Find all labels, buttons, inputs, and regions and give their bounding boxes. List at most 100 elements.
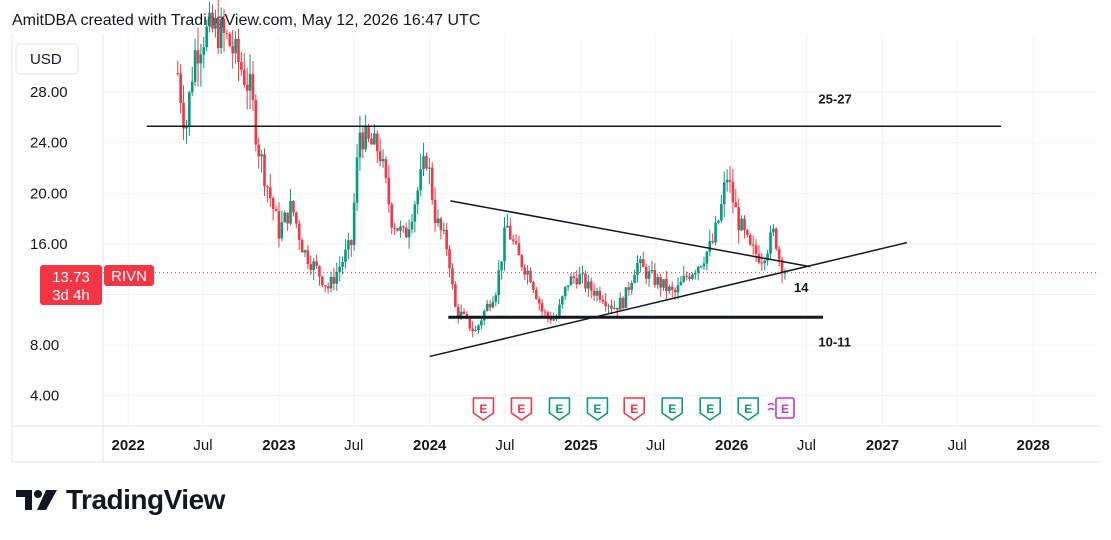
earnings-marker[interactable]: E	[623, 397, 645, 421]
price-tick-label: 28.00	[30, 84, 68, 101]
candle-body	[644, 267, 648, 279]
candle-body	[754, 245, 758, 254]
candle-body	[780, 259, 784, 273]
candle-body	[566, 285, 570, 287]
earnings-marker-shape	[661, 397, 683, 421]
candle-body	[185, 125, 188, 129]
candle-body	[685, 275, 688, 277]
earnings-marker[interactable]: E	[472, 397, 495, 421]
candle-body	[381, 159, 385, 162]
axis-lines	[11, 34, 1100, 463]
earnings-marker[interactable]: E	[767, 397, 795, 419]
candle-body	[627, 287, 631, 290]
label-25-27: 25-27	[818, 92, 851, 107]
candle-body	[532, 282, 535, 290]
time-tick-label: Jul	[344, 437, 363, 454]
candle-body	[401, 226, 405, 228]
earnings-marker[interactable]: E	[699, 397, 722, 421]
candle-body	[558, 304, 561, 318]
candle-body	[717, 220, 720, 223]
candle-body	[442, 229, 446, 231]
countdown-value: 3d 4h	[52, 287, 90, 304]
candle-body	[370, 138, 373, 145]
time-tick-label: Jul	[646, 437, 665, 454]
earnings-marker[interactable]: E	[510, 397, 533, 421]
earnings-marker[interactable]: E	[548, 397, 571, 421]
candle-body	[251, 74, 255, 100]
candle-body	[378, 151, 382, 162]
candle-body	[494, 295, 498, 302]
candle-body	[621, 297, 625, 309]
candle-body	[295, 212, 298, 224]
candle-body	[254, 99, 258, 145]
candle-body	[725, 179, 729, 183]
earnings-marker-shape	[586, 397, 609, 421]
candle-body	[731, 181, 735, 203]
symbol-badge	[104, 265, 154, 286]
candle-body	[575, 278, 579, 285]
candle-body	[529, 270, 532, 283]
candle-body	[471, 328, 474, 332]
candle-body	[633, 274, 636, 283]
price-axis[interactable]: 28.00 24.00 20.00 16.00 8.00 4.00	[30, 84, 68, 404]
candle-body	[537, 298, 541, 304]
candle-body	[615, 307, 619, 310]
candle-body	[474, 330, 477, 332]
earnings-marker[interactable]: E	[661, 397, 683, 421]
earnings-marker-shape	[472, 397, 495, 421]
price-tick-label: 4.00	[30, 388, 59, 405]
earnings-marker-shape	[699, 397, 722, 421]
candle-body	[338, 266, 341, 272]
candle-body	[439, 218, 443, 231]
time-axis[interactable]: 2022 Jul 2023 Jul 2024 Jul 2025 Jul 2026 Jul 2027 J…	[112, 437, 1050, 454]
candle-body	[387, 177, 391, 205]
candle-body	[234, 38, 237, 54]
candle-body	[315, 261, 318, 267]
earnings-marker-shape	[775, 397, 795, 419]
candle-body	[445, 229, 448, 250]
candle-body	[263, 154, 266, 187]
candle-body	[257, 144, 261, 157]
candle-body	[691, 274, 694, 279]
candle-body	[430, 167, 434, 200]
candle-body	[271, 198, 275, 210]
candle-body	[448, 249, 451, 269]
ascending-trendline	[429, 241, 907, 358]
candle-body	[240, 61, 243, 70]
candle-body	[488, 303, 492, 308]
candle-body	[514, 241, 518, 244]
candle-body	[231, 46, 235, 54]
candle-body	[766, 253, 769, 261]
candle-body	[318, 266, 321, 277]
candle-body	[659, 277, 662, 288]
candle-body	[578, 274, 581, 285]
candle-body	[280, 222, 284, 239]
earnings-marker-label: E	[781, 402, 789, 416]
candle-body	[211, 12, 214, 29]
candle-body	[355, 157, 359, 203]
candle-body	[694, 272, 697, 275]
candle-body	[720, 204, 723, 221]
candle-body	[540, 303, 544, 312]
tradingview-logo: TradingView	[16, 484, 225, 516]
candle-body	[746, 230, 749, 235]
candle-body	[520, 255, 524, 268]
candle-body	[728, 179, 732, 182]
earnings-marker[interactable]: E	[737, 397, 760, 421]
candle-body	[196, 50, 200, 64]
candle-body	[292, 200, 295, 213]
symbol-label: RIVN	[111, 268, 147, 285]
candle-body	[592, 290, 596, 296]
time-tick-label: 2023	[262, 437, 295, 454]
candle-body	[561, 296, 564, 305]
candle-body	[508, 225, 512, 240]
price-badges: USD 13.73 3d 4h RIVN	[15, 43, 154, 305]
candle-body	[237, 38, 240, 62]
candle-body	[604, 301, 607, 307]
candle-body	[306, 250, 310, 265]
candle-body	[321, 276, 324, 286]
descending-trendline	[450, 200, 811, 268]
earnings-marker[interactable]: E	[586, 397, 609, 421]
